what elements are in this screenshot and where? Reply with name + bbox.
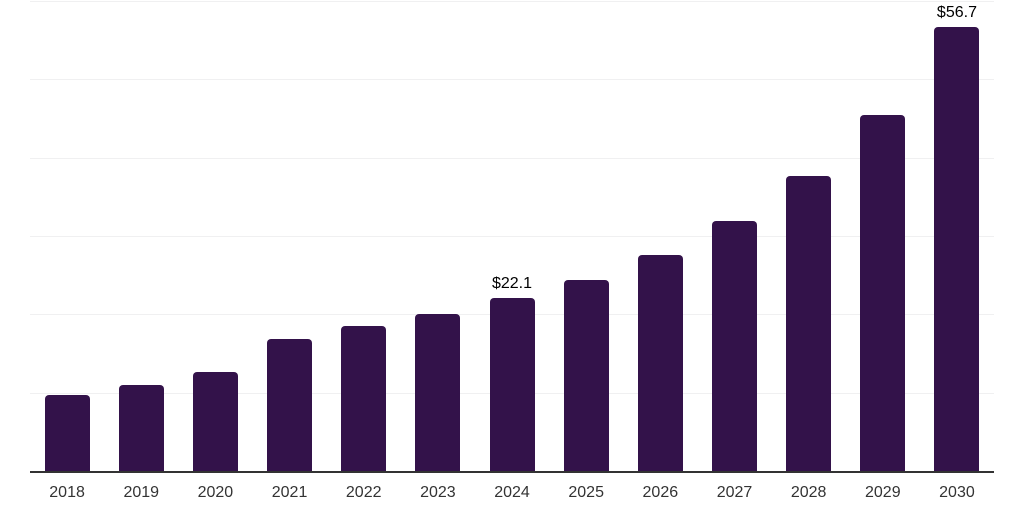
bar-column-2019 <box>104 1 178 471</box>
x-tick-label-2019: 2019 <box>123 484 160 501</box>
gridline-30 <box>30 236 994 237</box>
bar-2021[interactable] <box>267 338 313 471</box>
bar-column-2028 <box>772 1 846 471</box>
x-tick-label-2025: 2025 <box>568 484 604 501</box>
bar-2026[interactable] <box>637 254 683 471</box>
bar-column-2029 <box>846 1 920 471</box>
bar-2018[interactable] <box>44 395 90 471</box>
x-tick-label-2026: 2026 <box>642 484 679 501</box>
x-axis-tick-labels: 2018 2019 2020 2021 2022 2023 2024 2025 2026 2027… <box>30 485 994 501</box>
bar-column-2018 <box>30 1 104 471</box>
x-tick-label-2022: 2022 <box>345 484 382 501</box>
bar-2020[interactable] <box>192 371 238 471</box>
bar-2028[interactable] <box>786 175 832 471</box>
plot-area: $22.1 $56.7 <box>30 1 994 473</box>
x-tick-label-2030: 2030 <box>939 484 975 501</box>
x-tick-label-2027: 2027 <box>716 484 753 501</box>
bar-column-2021 <box>252 1 326 471</box>
bar-column-2025 <box>549 1 623 471</box>
gridline-40 <box>30 157 994 159</box>
data-label-2024: $22.1 <box>491 274 533 292</box>
bar-2022[interactable] <box>341 326 387 471</box>
x-tick-label-2021: 2021 <box>271 484 308 501</box>
bar-2024[interactable] <box>489 297 535 471</box>
x-tick-label-2028: 2028 <box>790 484 827 501</box>
bars-container: $22.1 $56.7 <box>30 1 994 471</box>
x-tick-label-2029: 2029 <box>865 484 901 501</box>
x-tick-label-2018: 2018 <box>49 484 85 501</box>
data-label-2030: $56.7 <box>936 3 977 21</box>
x-tick-label-2023: 2023 <box>420 484 456 501</box>
x-tick-label-2024: 2024 <box>494 484 530 501</box>
bar-2027[interactable] <box>711 221 757 471</box>
bar-column-2022 <box>327 1 401 471</box>
x-tick-label-2020: 2020 <box>197 484 234 501</box>
bar-column-2023 <box>401 1 475 471</box>
bar-2023[interactable] <box>415 313 461 471</box>
bar-2019[interactable] <box>118 384 164 471</box>
bar-column-2026 <box>623 1 697 471</box>
gridline-50 <box>30 79 994 81</box>
bar-column-2024: $22.1 <box>475 1 549 471</box>
bar-2029[interactable] <box>860 115 906 471</box>
bar-column-2030: $56.7 <box>920 1 994 471</box>
bar-2025[interactable] <box>563 279 609 471</box>
bar-column-2020 <box>178 1 252 471</box>
gridline-60 <box>30 1 994 2</box>
bar-column-2027 <box>697 1 771 471</box>
bar-2030[interactable] <box>934 26 980 471</box>
